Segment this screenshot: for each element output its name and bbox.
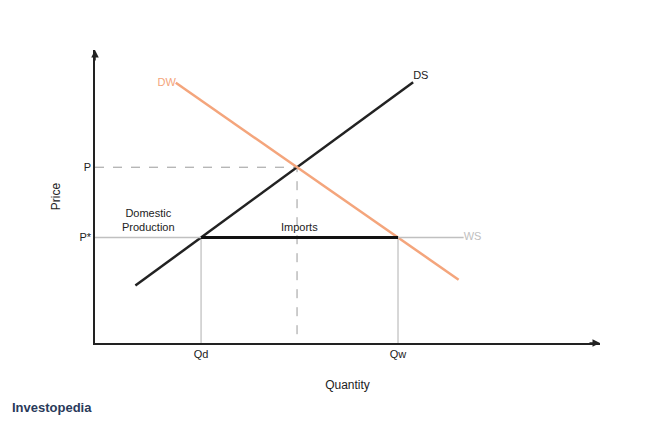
- svg-text:P*: P*: [79, 231, 91, 243]
- svg-text:DomesticProduction: DomesticProduction: [122, 207, 175, 233]
- svg-text:Quantity: Quantity: [325, 378, 370, 392]
- svg-text:P: P: [84, 161, 91, 173]
- svg-text:Qw: Qw: [390, 348, 407, 360]
- svg-text:Imports: Imports: [281, 221, 318, 233]
- svg-text:WS: WS: [464, 230, 482, 242]
- svg-text:Investopedia: Investopedia: [12, 400, 92, 415]
- svg-text:Price: Price: [49, 183, 63, 211]
- svg-text:DS: DS: [413, 69, 428, 81]
- svg-text:DW: DW: [157, 76, 176, 88]
- svg-text:Qd: Qd: [194, 348, 209, 360]
